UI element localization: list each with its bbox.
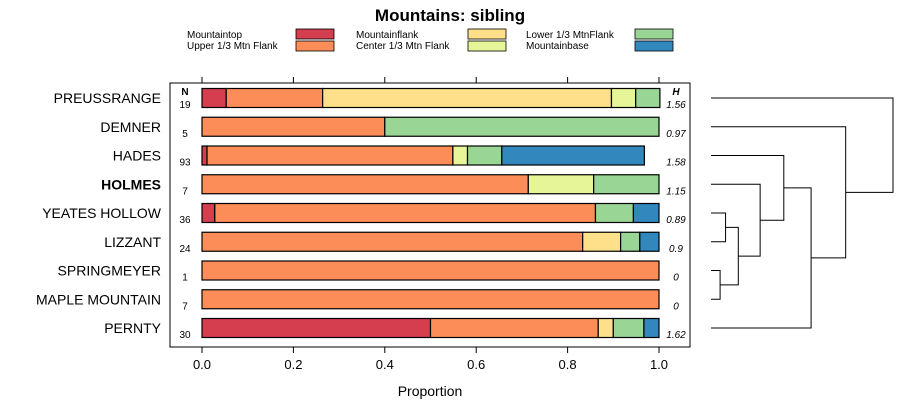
bar-segment-preussrange-lower-1-3-mtnflank [635,87,661,109]
legend-label-mountainbase: Mountainbase [526,41,589,52]
bar-segment-preussrange-mountaintop [201,87,227,109]
legend-label-upper-1-3-mtn-flank: Upper 1/3 Mtn Flank [187,41,279,52]
h-value-yeates-hollow: 0.89 [666,215,686,226]
dendrogram-branch-m4 [711,183,761,257]
x-axis-title: Proportion [398,383,463,399]
bar-segment-holmes-center-1-3-mtn-flank [527,174,595,195]
bar-segment-lizzant-lower-1-3-mtnflank [620,231,641,252]
bar-segment-preussrange-mountainflank [322,87,613,109]
dendrogram-branch-m3 [720,226,739,286]
dendrogram-branch-m1 [711,270,721,300]
x-tick-label-0: 0.0 [193,357,211,372]
legend-label-mountaintop: Mountaintop [187,30,242,41]
dendrogram-branch-m6 [711,187,812,329]
x-tick-label-2: 0.4 [376,357,394,372]
legend-swatch-mountainbase [634,40,674,52]
row-label-springmeyer: SPRINGMEYER [58,263,161,279]
dendrogram-branch-m2 [711,212,727,243]
bar-segment-holmes-lower-1-3-mtnflank [593,174,660,195]
x-tick-label-4: 0.8 [559,357,577,372]
legend-label-center-1-3-mtn-flank: Center 1/3 Mtn Flank [356,41,450,52]
dendrogram [711,97,894,329]
x-tick-label-5: 1.0 [650,357,668,372]
h-value-pernty: 1.62 [666,330,686,341]
row-label-yeates-hollow: YEATES HOLLOW [42,205,162,221]
row-label-pernty: PERNTY [104,320,161,336]
h-value-lizzant: 0.9 [669,244,683,255]
h-value-springmeyer: 0 [673,273,679,284]
bar-segment-yeates-hollow-lower-1-3-mtnflank [594,202,635,224]
row-label-lizzant: LIZZANT [104,234,161,250]
row-label-maple-mountain: MAPLE MOUNTAIN [36,291,161,307]
dendrogram-branch-m8 [711,97,894,193]
chart-title: Mountains: sibling [375,6,525,25]
bar-segment-preussrange-upper-1-3-mtn-flank [225,87,324,109]
h-column-header: H [672,87,680,98]
bar-segment-lizzant-mountainbase [639,231,660,252]
row-label-demner: DEMNER [100,119,161,135]
n-column-header: N [181,87,188,98]
n-value-lizzant: 24 [179,244,191,255]
h-value-hades: 1.58 [666,158,686,169]
bar-segment-maple-mountain-upper-1-3-mtn-flank [201,289,660,310]
legend-swatch-mountainflank [467,28,507,40]
bar-segment-demner-lower-1-3-mtnflank [384,116,660,137]
row-label-holmes: HOLMES [101,176,161,192]
legend-swatch-center-1-3-mtn-flank [467,40,507,52]
n-value-preussrange: 19 [179,100,191,111]
legend-label-mountainflank: Mountainflank [356,30,419,41]
bar-segment-lizzant-upper-1-3-mtn-flank [201,231,584,252]
n-value-springmeyer: 1 [182,273,188,284]
bar-segment-yeates-hollow-mountainbase [632,202,660,224]
n-value-pernty: 30 [179,330,191,341]
row-label-hades: HADES [113,148,161,164]
x-axis: 0.0 0.2 0.4 0.6 0.8 1.0 [193,77,668,372]
bar-segment-demner-upper-1-3-mtn-flank [201,116,386,137]
h-value-preussrange: 1.56 [666,100,686,111]
dendrogram-branch-m5 [711,155,785,221]
bar-segment-hades-mountainbase [501,145,645,166]
bar-segment-yeates-hollow-upper-1-3-mtn-flank [214,202,597,224]
bar-segment-preussrange-center-1-3-mtn-flank [610,87,637,109]
plot-frame [169,82,691,348]
row-label-preussrange: PREUSSRANGE [54,90,161,106]
bar-segment-lizzant-mountainflank [582,231,622,252]
legend-swatch-mountaintop [295,28,335,40]
n-value-demner: 5 [182,129,188,140]
bar-segment-pernty-upper-1-3-mtn-flank [429,317,599,339]
x-tick-label-1: 0.2 [284,357,302,372]
h-value-maple-mountain: 0 [673,301,679,312]
bar-segment-hades-center-1-3-mtn-flank [452,145,469,166]
bar-segment-hades-mountaintop [201,145,208,166]
legend-label-lower-1-3-mtnflank: Lower 1/3 MtnFlank [526,30,615,41]
n-value-yeates-hollow: 36 [179,215,191,226]
bar-segment-pernty-lower-1-3-mtnflank [612,317,645,339]
n-value-holmes: 7 [182,186,188,197]
x-tick-label-3: 0.6 [467,357,485,372]
legend-swatch-upper-1-3-mtn-flank [295,40,335,52]
n-value-maple-mountain: 7 [182,301,188,312]
h-value-holmes: 1.15 [666,186,686,197]
bar-segment-hades-lower-1-3-mtnflank [466,145,503,166]
h-value-demner: 0.97 [666,129,686,140]
bar-segment-pernty-mountaintop [201,317,432,339]
bar-segment-pernty-mountainbase [643,317,660,339]
n-value-hades: 93 [179,158,191,169]
bar-segment-springmeyer-upper-1-3-mtn-flank [201,260,660,281]
dendrogram-branch-m7 [711,126,847,259]
bar-segment-hades-upper-1-3-mtn-flank [206,145,454,166]
bar-segment-holmes-upper-1-3-mtn-flank [201,174,529,195]
bar-segment-pernty-mountainflank [597,317,614,339]
bar-segment-yeates-hollow-mountaintop [201,202,216,224]
legend-swatch-lower-1-3-mtnflank [634,28,674,40]
